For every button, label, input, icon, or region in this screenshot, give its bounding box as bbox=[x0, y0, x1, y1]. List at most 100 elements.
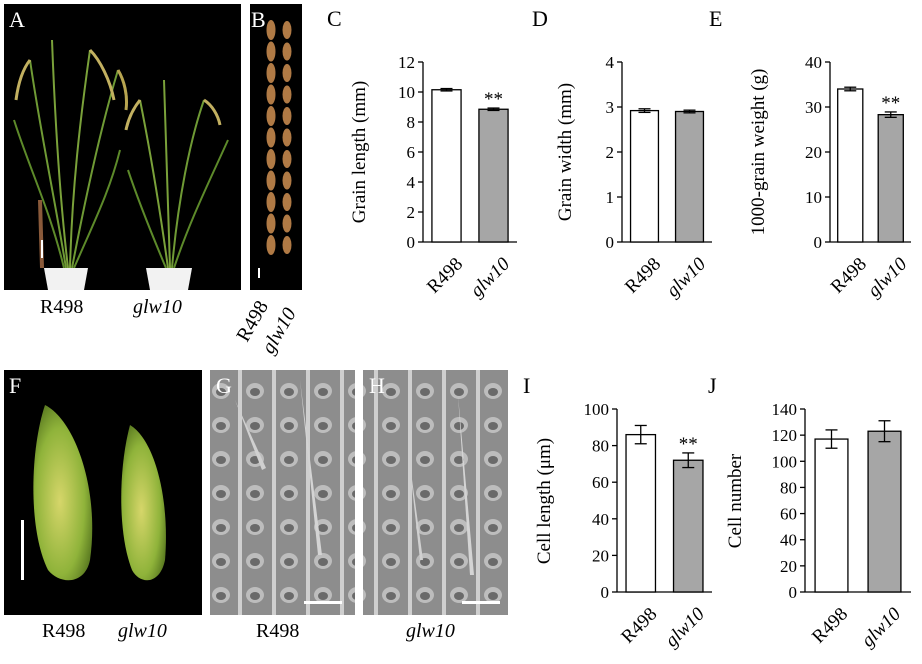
scale-bar bbox=[462, 601, 500, 604]
grain-glw10 bbox=[282, 85, 292, 104]
y-tick-label: 4 bbox=[606, 53, 615, 72]
y-tick-label: 40 bbox=[780, 531, 797, 550]
panel-h-caption: glw10 bbox=[406, 620, 455, 642]
x-tick-label: glw10 bbox=[662, 253, 710, 301]
bar-R498 bbox=[629, 109, 660, 243]
y-tick-label: 80 bbox=[592, 437, 609, 456]
grain-glw10 bbox=[282, 150, 292, 168]
panel-f-caption-glw10: glw10 bbox=[118, 620, 167, 642]
grain-glw10 bbox=[282, 193, 292, 211]
panel-letter-c: C bbox=[327, 6, 342, 31]
y-tick-label: 140 bbox=[772, 400, 798, 419]
grain-glw10 bbox=[282, 21, 292, 39]
grain-glw10 bbox=[282, 107, 292, 125]
y-axis-label: Cell number bbox=[725, 453, 746, 548]
grain-r498 bbox=[266, 192, 276, 212]
y-tick-label: 2 bbox=[606, 143, 615, 162]
y-tick-label: 20 bbox=[592, 546, 609, 565]
panel-letter-f: F bbox=[9, 373, 21, 398]
rice-plant-left bbox=[13, 39, 128, 290]
panel-a-caption-glw10: glw10 bbox=[133, 296, 182, 318]
y-tick-label: 40 bbox=[592, 510, 609, 529]
panel-f-photo: F bbox=[4, 370, 202, 615]
bar-R498 bbox=[625, 433, 657, 593]
bar-R498 bbox=[431, 89, 462, 243]
y-axis-label: Grain length (mm) bbox=[349, 81, 370, 223]
y-axis-label: Cell length (μm) bbox=[534, 438, 555, 564]
y-tick-label: 10 bbox=[398, 83, 415, 102]
bar-glw10 bbox=[478, 108, 509, 243]
panel-b-photo: B bbox=[250, 4, 302, 290]
y-tick-label: 20 bbox=[805, 143, 822, 162]
grain-r498 bbox=[266, 149, 276, 169]
significance-marker: ** bbox=[881, 93, 900, 114]
trichome bbox=[408, 450, 423, 560]
bar-glw10 bbox=[867, 430, 902, 593]
trichome bbox=[458, 395, 474, 575]
panel-letter-g: G bbox=[216, 373, 232, 398]
x-tick-label: glw10 bbox=[466, 253, 514, 301]
y-tick-label: 6 bbox=[407, 143, 416, 162]
grain-glw10 bbox=[121, 425, 166, 581]
y-axis-label: Grain width (mm) bbox=[555, 83, 576, 221]
y-tick-label: 30 bbox=[805, 98, 822, 117]
pot-right bbox=[146, 268, 192, 290]
significance-marker: ** bbox=[679, 434, 698, 455]
scale-bar bbox=[258, 268, 260, 278]
x-tick-label: glw10 bbox=[857, 603, 905, 651]
bar-glw10 bbox=[877, 114, 904, 243]
panel-a-photo: A bbox=[4, 4, 241, 290]
y-tick-label: 4 bbox=[407, 173, 416, 192]
grain-glw10 bbox=[282, 64, 292, 82]
y-tick-label: 120 bbox=[772, 426, 798, 445]
chart-cell-number: 0 20 40 60 80 100 120 140 R498 glw10 Cell number bbox=[725, 400, 911, 651]
y-tick-label: 0 bbox=[606, 233, 615, 252]
y-axis-label: 1000-grain weight (g) bbox=[748, 69, 769, 236]
panel-letter-i: I bbox=[523, 373, 530, 398]
trichome bbox=[235, 400, 266, 470]
panel-g-sem: G bbox=[210, 370, 355, 615]
x-tick-label: R498 bbox=[621, 254, 665, 298]
y-tick-label: 2 bbox=[407, 203, 416, 222]
x-tick-label: glw10 bbox=[661, 603, 709, 651]
y-tick-label: 80 bbox=[780, 478, 797, 497]
chart-cell-length: 0 20 40 60 80 100 R498 ** glw10 Cell length (μm) bbox=[534, 400, 712, 651]
grain-r498 bbox=[266, 106, 276, 126]
grain-r498 bbox=[266, 170, 276, 191]
y-tick-label: 0 bbox=[789, 583, 798, 602]
panel-letter-e: E bbox=[709, 6, 722, 31]
y-tick-label: 12 bbox=[398, 53, 415, 72]
panel-g-caption: R498 bbox=[256, 620, 299, 642]
y-tick-label: 100 bbox=[584, 400, 610, 419]
bar-glw10 bbox=[672, 459, 704, 593]
bar-R498 bbox=[814, 438, 849, 593]
photo-background bbox=[250, 4, 302, 290]
grain-column bbox=[266, 20, 292, 255]
panel-letter-h: H bbox=[369, 373, 385, 398]
y-tick-label: 10 bbox=[805, 188, 822, 207]
y-tick-label: 0 bbox=[601, 583, 610, 602]
y-tick-label: 3 bbox=[606, 98, 615, 117]
grain-r498 bbox=[33, 405, 93, 581]
chart-grain-length: 0 2 4 6 8 10 12 R498 ** glw10 Grain length (mm) bbox=[349, 53, 517, 301]
y-tick-label: 1 bbox=[606, 188, 615, 207]
bar-glw10 bbox=[674, 110, 705, 243]
y-tick-label: 60 bbox=[592, 473, 609, 492]
y-tick-label: 40 bbox=[805, 53, 822, 72]
x-tick-label: R498 bbox=[827, 254, 871, 298]
chart-grain-weight: 0 10 20 30 40 R498 ** glw10 1000-grain weight (g… bbox=[748, 53, 912, 301]
panel-f-caption-r498: R498 bbox=[42, 620, 85, 642]
grain-glw10 bbox=[282, 214, 292, 233]
grain-r498 bbox=[266, 84, 276, 105]
panel-letter-b: B bbox=[251, 7, 266, 32]
grain-glw10 bbox=[282, 236, 292, 254]
x-tick-label: R498 bbox=[617, 604, 661, 648]
grain-r498 bbox=[266, 213, 276, 234]
sem-image bbox=[210, 370, 355, 615]
panel-letter-j: J bbox=[708, 373, 717, 398]
x-tick-label: R498 bbox=[423, 254, 467, 298]
panel-letter-d: D bbox=[532, 6, 548, 31]
panel-h-sem: H bbox=[363, 370, 508, 615]
